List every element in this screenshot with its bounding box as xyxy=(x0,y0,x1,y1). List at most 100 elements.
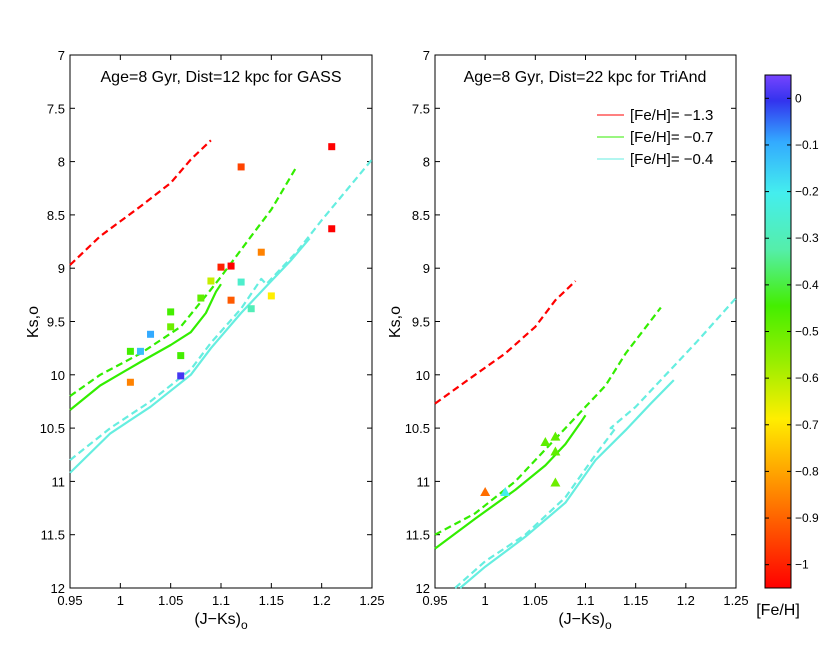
triand-x-tick-label: 1.2 xyxy=(677,593,695,608)
star-marker xyxy=(328,225,336,233)
gass-y-tick-label: 10 xyxy=(51,368,65,383)
triand-isochrone-line xyxy=(434,414,587,550)
colorbar-label: [Fe/H] xyxy=(756,602,800,619)
gass-isochrone-line xyxy=(69,139,212,266)
triand-x-axis-label: (J−Ks)o xyxy=(558,611,612,632)
colorbar-tick-label: −0.1 xyxy=(795,138,819,152)
legend-label-feh-1-3: [Fe/H]= −1.3 xyxy=(630,107,713,124)
gass-y-tick-label: 8.5 xyxy=(47,208,65,223)
star-marker xyxy=(237,163,245,171)
star-marker xyxy=(257,248,265,256)
gass-x-axis-label-sub: o xyxy=(241,618,248,632)
triand-y-tick-label: 12 xyxy=(416,581,430,596)
gass-y-tick-label: 11 xyxy=(52,474,66,489)
star-marker xyxy=(550,446,561,456)
star-marker xyxy=(207,277,215,285)
colorbar-tick-label: −0.5 xyxy=(795,325,819,339)
star-marker xyxy=(167,323,175,331)
gass-y-tick-label: 7 xyxy=(58,48,65,63)
triand-x-tick-label: 0.95 xyxy=(422,593,447,608)
triand-y-tick-label: 7.5 xyxy=(412,101,430,116)
gass-plot-frame xyxy=(69,54,373,589)
star-marker xyxy=(136,347,144,355)
triand-plot-frame xyxy=(434,54,737,589)
gass-isochrone-line xyxy=(69,237,311,474)
star-marker xyxy=(197,294,205,302)
gass-x-tick-label: 1.25 xyxy=(359,593,384,608)
gass-x-axis-label: (J−Ks)o xyxy=(194,611,248,632)
gass-x-axis-label-main: (J−Ks) xyxy=(194,611,241,628)
triand-x-tick-label: 1.25 xyxy=(723,593,748,608)
gass-y-tick-label: 9 xyxy=(58,261,65,276)
star-marker xyxy=(167,308,175,316)
star-marker xyxy=(237,278,245,286)
star-marker xyxy=(126,378,134,386)
colorbar-tick-label: −0.7 xyxy=(795,418,819,432)
triand-panel: 0.95 1 1.05 1.1 1.15 1.2 1.25 7 7.5 8 8.5 9 9.5 10 10.… xyxy=(387,48,749,632)
star-marker xyxy=(177,352,185,360)
triand-isochrone-line xyxy=(454,297,737,589)
gass-isochrone-line xyxy=(69,166,298,397)
triand-y-tick-label: 9 xyxy=(423,261,430,276)
colorbar-ticks: 0 −0.1 −0.2 −0.3 −0.4 −0.5 −0.6 −0.7 −0.8 −0.9 −1 xyxy=(765,91,819,572)
triand-y-tick-label: 11 xyxy=(417,474,431,489)
colorbar-tick-label: −0.3 xyxy=(795,231,819,245)
legend-label-feh-0-7: [Fe/H]= −0.7 xyxy=(630,129,713,146)
triand-y-tick-label: 10 xyxy=(416,368,430,383)
star-marker xyxy=(217,263,225,271)
triand-isochrones xyxy=(434,280,737,589)
triand-y-axis-label: Ks,o xyxy=(387,306,404,338)
gass-x-tick-label: 1.15 xyxy=(259,593,284,608)
triand-x-tick-label: 1.1 xyxy=(576,593,594,608)
star-marker xyxy=(247,305,255,313)
colorbar-tick-label: −0.8 xyxy=(795,464,819,478)
triand-axis-ticks: 0.95 1 1.05 1.1 1.15 1.2 1.25 7 7.5 8 8.5 9 9.5 10 10.… xyxy=(405,48,749,608)
gass-y-tick-label: 9.5 xyxy=(47,315,65,330)
gass-x-tick-label: 1.1 xyxy=(212,593,230,608)
gass-x-tick-label: 0.95 xyxy=(57,593,82,608)
colorbar-tick-label: 0 xyxy=(795,91,802,105)
star-marker xyxy=(550,477,561,487)
star-marker xyxy=(540,436,551,446)
star-marker xyxy=(177,372,185,380)
gass-y-tick-label: 7.5 xyxy=(47,101,65,116)
star-marker xyxy=(147,330,155,338)
triand-y-tick-label: 8.5 xyxy=(412,208,430,223)
star-marker xyxy=(550,431,561,441)
gass-x-tick-label: 1.2 xyxy=(313,593,331,608)
triand-x-tick-label: 1.05 xyxy=(523,593,548,608)
star-marker xyxy=(328,143,336,151)
triand-star-markers xyxy=(480,431,561,497)
gass-x-tick-label: 1 xyxy=(117,593,124,608)
colorbar-tick-label: −0.4 xyxy=(795,278,819,292)
triand-x-axis-label-main: (J−Ks) xyxy=(558,611,605,628)
star-marker xyxy=(500,487,511,497)
gass-panel-title: Age=8 Gyr, Dist=12 kpc for GASS xyxy=(101,69,342,86)
gass-y-tick-label: 11.5 xyxy=(41,528,65,543)
colorbar-gradient xyxy=(764,74,792,589)
triand-x-tick-label: 1 xyxy=(482,593,489,608)
triand-y-tick-label: 8 xyxy=(423,155,430,170)
gass-isochrones xyxy=(69,139,373,474)
triand-y-tick-label: 10.5 xyxy=(405,421,430,436)
gass-y-axis-label: Ks,o xyxy=(25,306,42,338)
gass-y-tick-label: 12 xyxy=(51,581,65,596)
gass-y-tick-label: 8 xyxy=(58,155,65,170)
triand-isochrone-line xyxy=(434,306,662,536)
feh-colorbar: 0−0.1−0.2−0.3−0.4−0.5−0.6−0.7−0.8−0.9−1 … xyxy=(756,74,819,619)
colorbar-tick-label: −0.9 xyxy=(795,511,819,525)
triand-isochrone-line xyxy=(459,379,675,589)
star-marker xyxy=(227,296,235,304)
triand-x-axis-label-sub: o xyxy=(605,618,612,632)
star-marker xyxy=(267,292,275,300)
colorbar-tick-label: −0.2 xyxy=(795,185,819,199)
triand-panel-title: Age=8 Gyr, Dist=22 kpc for TriAnd xyxy=(464,69,707,86)
triand-y-tick-label: 7 xyxy=(423,48,430,63)
gass-x-tick-label: 1.05 xyxy=(158,593,183,608)
gass-star-markers xyxy=(126,143,336,386)
star-marker xyxy=(480,487,491,497)
star-marker xyxy=(227,262,235,270)
legend-label-feh-0-4: [Fe/H]= −0.4 xyxy=(630,151,713,168)
triand-x-tick-label: 1.15 xyxy=(623,593,648,608)
gass-isochrone-line xyxy=(69,283,222,411)
